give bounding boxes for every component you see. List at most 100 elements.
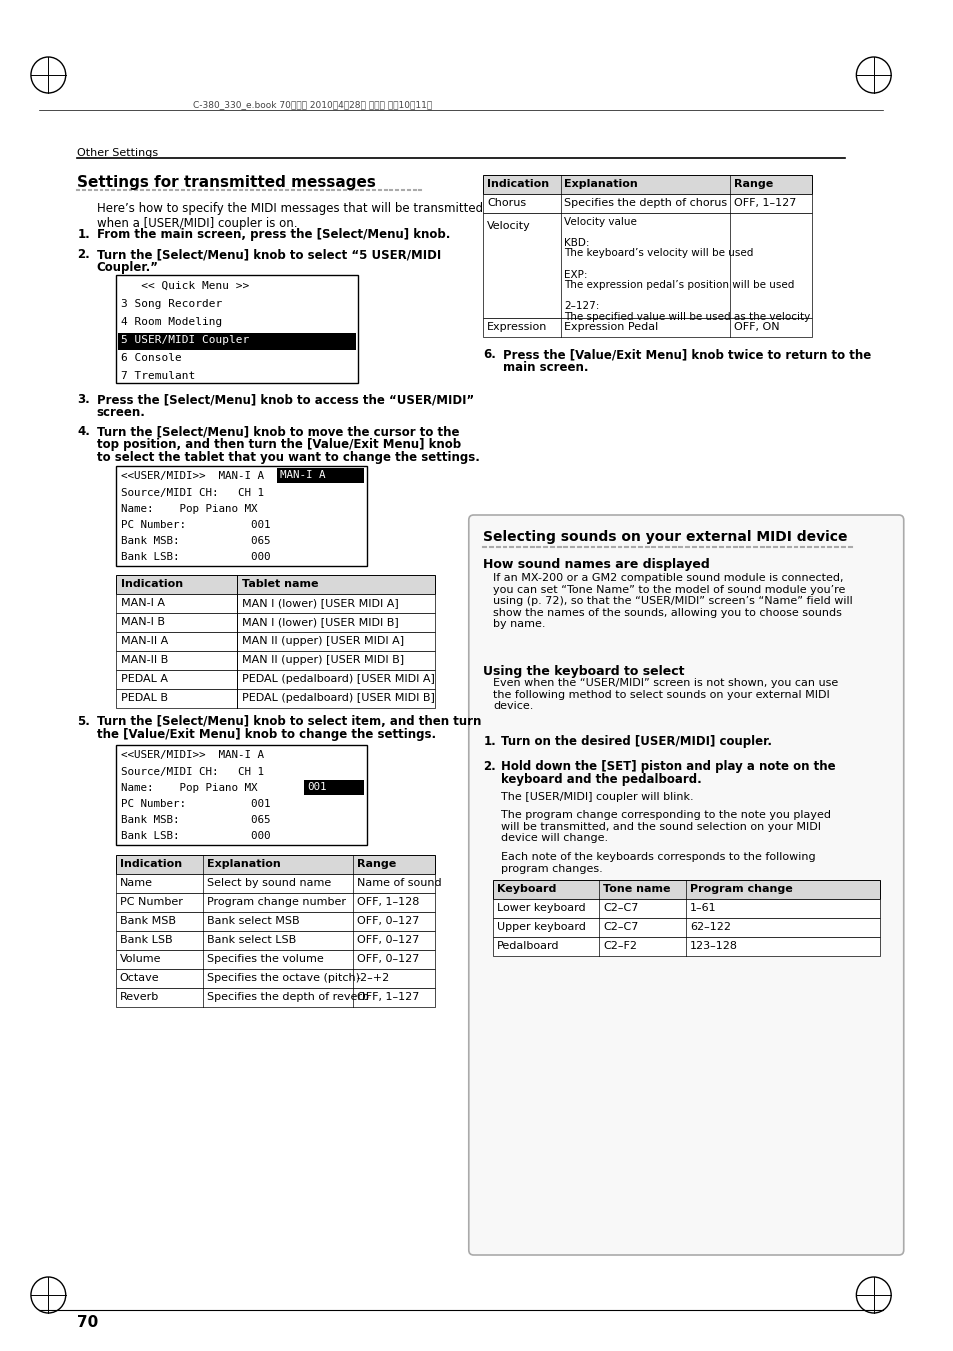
Text: Here’s how to specify the MIDI messages that will be transmitted
when a [USER/MI: Here’s how to specify the MIDI messages …: [96, 203, 482, 230]
Text: PEDAL (pedalboard) [USER MIDI B]: PEDAL (pedalboard) [USER MIDI B]: [241, 693, 434, 703]
Text: Select by sound name: Select by sound name: [207, 878, 331, 888]
Text: 70: 70: [77, 1315, 98, 1329]
Text: Bank LSB:           000: Bank LSB: 000: [121, 831, 270, 842]
Text: C2–F2: C2–F2: [602, 942, 637, 951]
Text: top position, and then turn the [Value/Exit Menu] knob: top position, and then turn the [Value/E…: [96, 438, 460, 451]
Text: PEDAL (pedalboard) [USER MIDI A]: PEDAL (pedalboard) [USER MIDI A]: [241, 674, 434, 684]
Text: Bank select MSB: Bank select MSB: [207, 916, 299, 925]
Text: PEDAL A: PEDAL A: [121, 674, 168, 684]
Text: EXP:: EXP:: [564, 269, 587, 280]
Text: 7 Tremulant: 7 Tremulant: [121, 372, 194, 381]
Text: the [Value/Exit Menu] knob to change the settings.: the [Value/Exit Menu] knob to change the…: [96, 728, 436, 740]
Text: -2–+2: -2–+2: [356, 973, 390, 984]
Text: MAN-I A: MAN-I A: [121, 598, 165, 608]
Text: Velocity value: Velocity value: [564, 218, 637, 227]
Text: Velocity: Velocity: [487, 222, 530, 231]
Text: Other Settings: Other Settings: [77, 149, 158, 158]
Bar: [277, 467, 364, 484]
Text: Program change number: Program change number: [207, 897, 346, 907]
Text: Selecting sounds on your external MIDI device: Selecting sounds on your external MIDI d…: [483, 530, 847, 544]
Text: PC Number:          001: PC Number: 001: [121, 798, 270, 809]
Text: Press the [Value/Exit Menu] knob twice to return to the: Press the [Value/Exit Menu] knob twice t…: [502, 349, 870, 361]
Bar: [493, 917, 879, 938]
Text: OFF, 0–127: OFF, 0–127: [356, 954, 418, 965]
Text: 1.: 1.: [77, 228, 90, 240]
Text: Pedalboard: Pedalboard: [497, 942, 558, 951]
Bar: [116, 466, 367, 566]
Text: Name:    Pop Piano MX: Name: Pop Piano MX: [121, 504, 257, 513]
Text: Name of sound: Name of sound: [356, 878, 441, 888]
Text: Bank MSB:           065: Bank MSB: 065: [121, 815, 270, 825]
Bar: [116, 950, 435, 969]
Text: Bank MSB: Bank MSB: [120, 916, 175, 925]
Text: OFF, 1–127: OFF, 1–127: [356, 992, 418, 1002]
Bar: [116, 689, 435, 708]
Text: Specifies the depth of chorus: Specifies the depth of chorus: [564, 199, 727, 208]
Text: C-380_330_e.book 70ページ 2010年4月28日 水曜日 午後10時11分: C-380_330_e.book 70ページ 2010年4月28日 水曜日 午後…: [193, 100, 432, 109]
Text: Turn the [Select/Menu] knob to select item, and then turn: Turn the [Select/Menu] knob to select it…: [96, 715, 480, 728]
Text: Name: Name: [120, 878, 152, 888]
Text: The program change corresponding to the note you played
will be transmitted, and: The program change corresponding to the …: [500, 811, 830, 843]
Text: Upper keyboard: Upper keyboard: [497, 921, 585, 932]
Text: The keyboard’s velocity will be used: The keyboard’s velocity will be used: [564, 249, 753, 258]
Bar: [483, 176, 811, 195]
Bar: [116, 855, 435, 874]
Text: 5 USER/MIDI Coupler: 5 USER/MIDI Coupler: [121, 335, 249, 345]
Text: Bank select LSB: Bank select LSB: [207, 935, 295, 944]
Text: Program change: Program change: [689, 884, 792, 894]
Text: Range: Range: [356, 859, 395, 869]
Text: KBD:: KBD:: [564, 238, 589, 249]
Text: If an MX-200 or a GM2 compatible sound module is connected,
you can set “Tone Na: If an MX-200 or a GM2 compatible sound m…: [493, 573, 852, 630]
Bar: [116, 912, 435, 931]
Text: How sound names are displayed: How sound names are displayed: [483, 558, 709, 571]
Text: Source/MIDI CH:   CH 1: Source/MIDI CH: CH 1: [121, 767, 264, 777]
Bar: [493, 938, 879, 957]
Text: Keyboard: Keyboard: [497, 884, 556, 894]
Bar: [116, 969, 435, 988]
Bar: [116, 576, 435, 594]
Text: Each note of the keyboards corresponds to the following
program changes.: Each note of the keyboards corresponds t…: [500, 852, 815, 874]
Text: << Quick Menu >>: << Quick Menu >>: [121, 281, 249, 290]
Text: MAN-II B: MAN-II B: [121, 655, 168, 665]
Text: From the main screen, press the [Select/Menu] knob.: From the main screen, press the [Select/…: [96, 228, 450, 240]
Text: 1.: 1.: [483, 735, 496, 748]
Bar: [116, 931, 435, 950]
Bar: [116, 594, 435, 613]
Text: 2.: 2.: [483, 761, 496, 773]
Text: keyboard and the pedalboard.: keyboard and the pedalboard.: [500, 773, 700, 786]
Text: Lower keyboard: Lower keyboard: [497, 902, 585, 913]
Text: Expression Pedal: Expression Pedal: [564, 322, 658, 332]
Text: 3.: 3.: [77, 393, 90, 407]
Text: Coupler.”: Coupler.”: [96, 261, 158, 274]
Bar: [304, 780, 364, 794]
FancyBboxPatch shape: [468, 515, 902, 1255]
Text: Bank LSB:           000: Bank LSB: 000: [121, 553, 270, 562]
Text: Explanation: Explanation: [564, 178, 638, 189]
Text: <<USER/MIDI>>  MAN-I A: <<USER/MIDI>> MAN-I A: [121, 471, 264, 481]
Text: Bank MSB:           065: Bank MSB: 065: [121, 536, 270, 546]
Bar: [116, 276, 357, 382]
Text: Octave: Octave: [120, 973, 159, 984]
Text: 6 Console: 6 Console: [121, 353, 181, 363]
Text: MAN-II A: MAN-II A: [121, 636, 168, 646]
Text: Tone name: Tone name: [602, 884, 670, 894]
Text: MAN-I B: MAN-I B: [121, 617, 165, 627]
Text: C2–C7: C2–C7: [602, 902, 638, 913]
Text: MAN II (upper) [USER MIDI B]: MAN II (upper) [USER MIDI B]: [241, 655, 403, 665]
Text: MAN II (upper) [USER MIDI A]: MAN II (upper) [USER MIDI A]: [241, 636, 403, 646]
Text: Specifies the depth of reverb: Specifies the depth of reverb: [207, 992, 369, 1002]
Text: MAN I (lower) [USER MIDI A]: MAN I (lower) [USER MIDI A]: [241, 598, 398, 608]
Text: 4 Room Modeling: 4 Room Modeling: [121, 317, 222, 327]
Text: 2–127:: 2–127:: [564, 301, 599, 311]
Text: Tablet name: Tablet name: [241, 580, 317, 589]
Text: Turn on the desired [USER/MIDI] coupler.: Turn on the desired [USER/MIDI] coupler.: [500, 735, 771, 748]
Text: The specified value will be used as the velocity: The specified value will be used as the …: [564, 312, 810, 322]
Text: 62–122: 62–122: [689, 921, 730, 932]
Text: 3 Song Recorder: 3 Song Recorder: [121, 299, 222, 309]
Bar: [483, 317, 811, 336]
Text: Even when the “USER/MIDI” screen is not shown, you can use
the following method : Even when the “USER/MIDI” screen is not …: [493, 678, 838, 711]
Text: Specifies the octave (pitch): Specifies the octave (pitch): [207, 973, 359, 984]
Text: Name:    Pop Piano MX: Name: Pop Piano MX: [121, 784, 257, 793]
Text: Reverb: Reverb: [120, 992, 159, 1002]
Text: Volume: Volume: [120, 954, 161, 965]
